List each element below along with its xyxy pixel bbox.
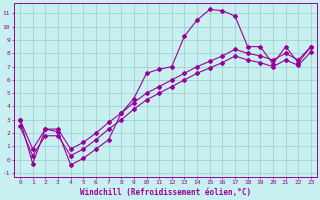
X-axis label: Windchill (Refroidissement éolien,°C): Windchill (Refroidissement éolien,°C) xyxy=(80,188,251,197)
